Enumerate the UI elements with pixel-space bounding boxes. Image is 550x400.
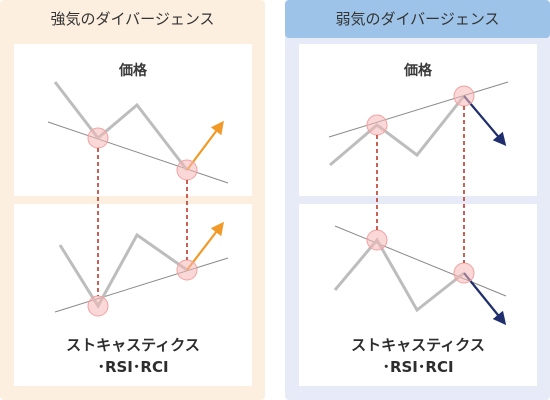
bullish-price-low2-marker	[176, 159, 198, 181]
bullish-title: 強気のダイバージェンス	[50, 10, 215, 28]
bullish-indicator-trendline	[54, 257, 229, 313]
bearish-title: 弱気のダイバージェンス	[335, 10, 500, 28]
bearish-price-trendline	[328, 81, 509, 138]
bearish-indicator-high1-marker	[366, 229, 388, 251]
bearish-price-high2-marker	[453, 85, 475, 107]
bearish-indicator-line	[333, 237, 465, 313]
bullish-price-label: 価格	[119, 63, 147, 79]
bullish-indicator-low2-marker	[176, 259, 198, 281]
bullish-price-line	[53, 81, 189, 171]
bearish-indicator-line2: ･RSI･RCI	[382, 358, 454, 376]
bearish-indicator-label: ストキャスティクス ･RSI･RCI	[299, 334, 537, 378]
bullish-price-trendline	[47, 121, 229, 184]
bullish-price-low1-marker	[87, 127, 109, 149]
bullish-price-box	[14, 44, 252, 196]
bearish-price-label: 価格	[404, 63, 432, 79]
bearish-indicator-box	[299, 204, 537, 386]
bullish-indicator-line2: ･RSI･RCI	[97, 358, 169, 376]
bullish-indicator-label: ストキャスティクス ･RSI･RCI	[14, 334, 252, 378]
bearish-price-box	[299, 44, 537, 196]
bearish-indicator-line1: ストキャスティクス	[351, 336, 485, 354]
bearish-indicator-high2-marker	[453, 262, 475, 284]
bullish-indicator-line1: ストキャスティクス	[66, 336, 200, 354]
bearish-price-line	[329, 95, 466, 167]
bearish-indicator-trendline	[334, 225, 507, 297]
bearish-header	[285, 0, 550, 38]
bearish-price-high1-marker	[366, 114, 388, 136]
bullish-indicator-line	[58, 232, 188, 309]
bullish-indicator-low1-marker	[87, 295, 109, 317]
